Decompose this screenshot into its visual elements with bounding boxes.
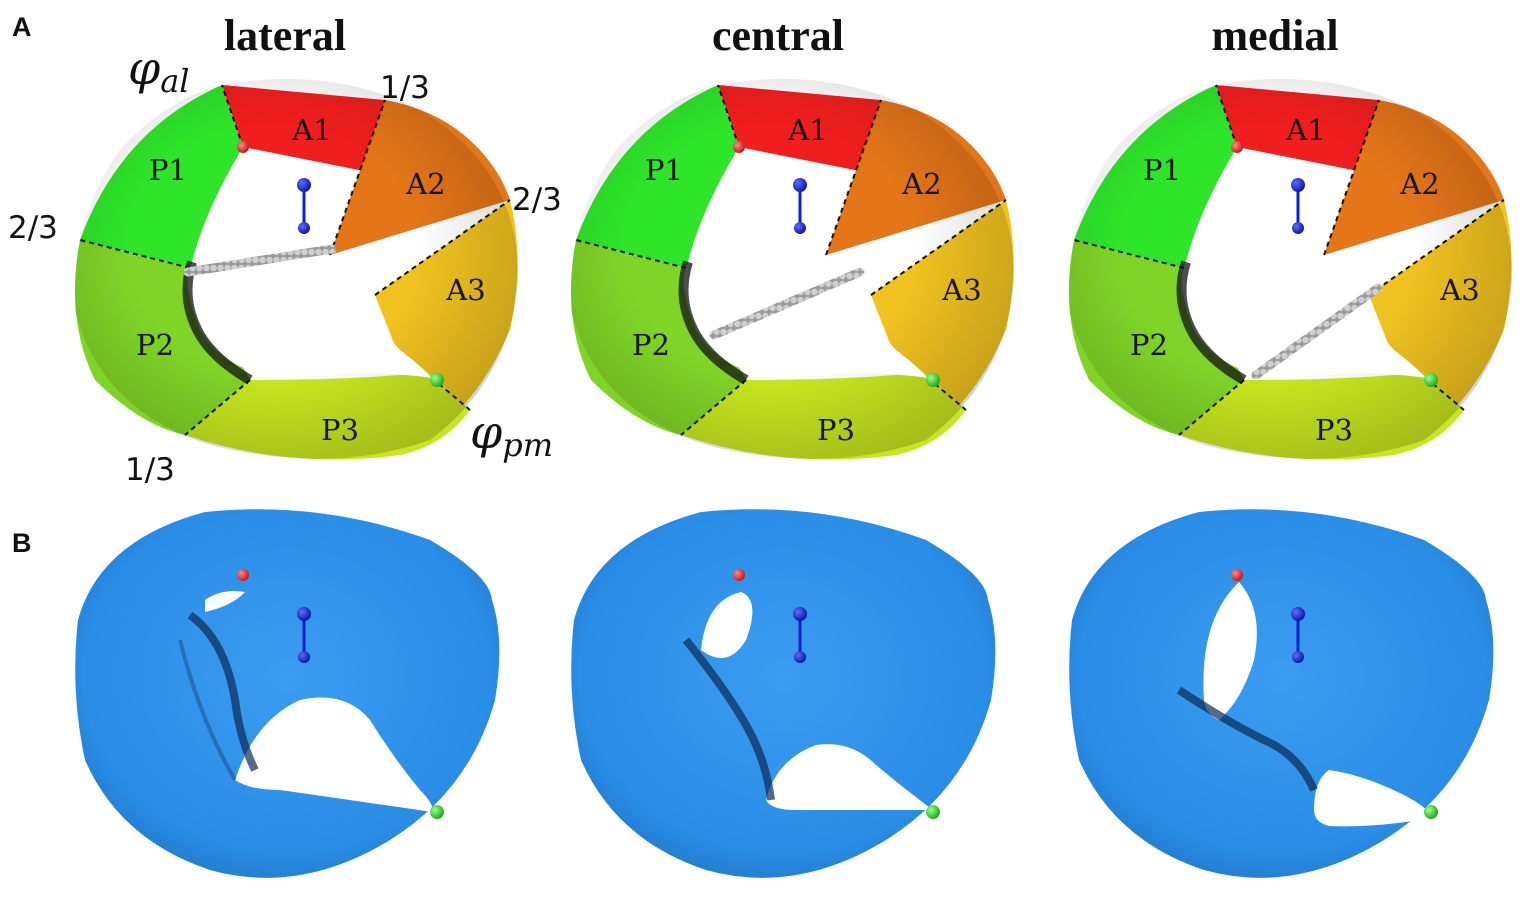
valve-blue-medial — [1069, 509, 1494, 878]
column-title-central: central — [712, 11, 844, 60]
valve-blue-central — [571, 509, 996, 878]
angle-label-al: φal — [128, 41, 190, 100]
segment-label-a3: A3 — [445, 273, 485, 307]
segment-label-p1: P1 — [149, 153, 187, 187]
fraction-label-bottom-left: 1/3 — [125, 452, 175, 488]
segment-label-a1: A1 — [291, 113, 331, 147]
segment-label-a1: A1 — [787, 113, 827, 147]
segment-label-p1: P1 — [645, 153, 683, 187]
panel-label-b: B — [12, 528, 32, 558]
segment-label-a3: A3 — [941, 273, 981, 307]
valve-segmented-lateral: A1 A2 A3 P1 P2 P3 — [74, 78, 519, 460]
panel-label-a: A — [12, 12, 32, 42]
angle-label-pm: φpm — [470, 405, 553, 464]
segment-label-p2: P2 — [632, 328, 670, 362]
segment-label-p3: P3 — [1315, 413, 1353, 447]
segment-label-a2: A2 — [1399, 167, 1439, 201]
column-title-medial: medial — [1211, 11, 1338, 60]
valve-blue-lateral — [75, 509, 500, 878]
segment-label-a3: A3 — [1439, 273, 1479, 307]
segment-label-p1: P1 — [1143, 153, 1181, 187]
segment-label-p2: P2 — [1130, 328, 1168, 362]
column-title-lateral: lateral — [224, 11, 346, 60]
fraction-label-top-right: 1/3 — [380, 70, 430, 106]
fraction-label-left: 2/3 — [8, 210, 58, 246]
segment-label-a2: A2 — [901, 167, 941, 201]
segment-label-a2: A2 — [405, 167, 445, 201]
valve-segmented-central: A1 A2 A3 P1 P2 P3 — [570, 78, 1015, 460]
fraction-label-right: 2/3 — [512, 182, 562, 218]
segment-label-p3: P3 — [321, 413, 359, 447]
segment-label-p2: P2 — [136, 328, 174, 362]
segment-label-p3: P3 — [817, 413, 855, 447]
valve-segmented-medial: A1 A2 A3 P1 P2 P3 — [1068, 78, 1513, 460]
segment-label-a1: A1 — [1285, 113, 1325, 147]
